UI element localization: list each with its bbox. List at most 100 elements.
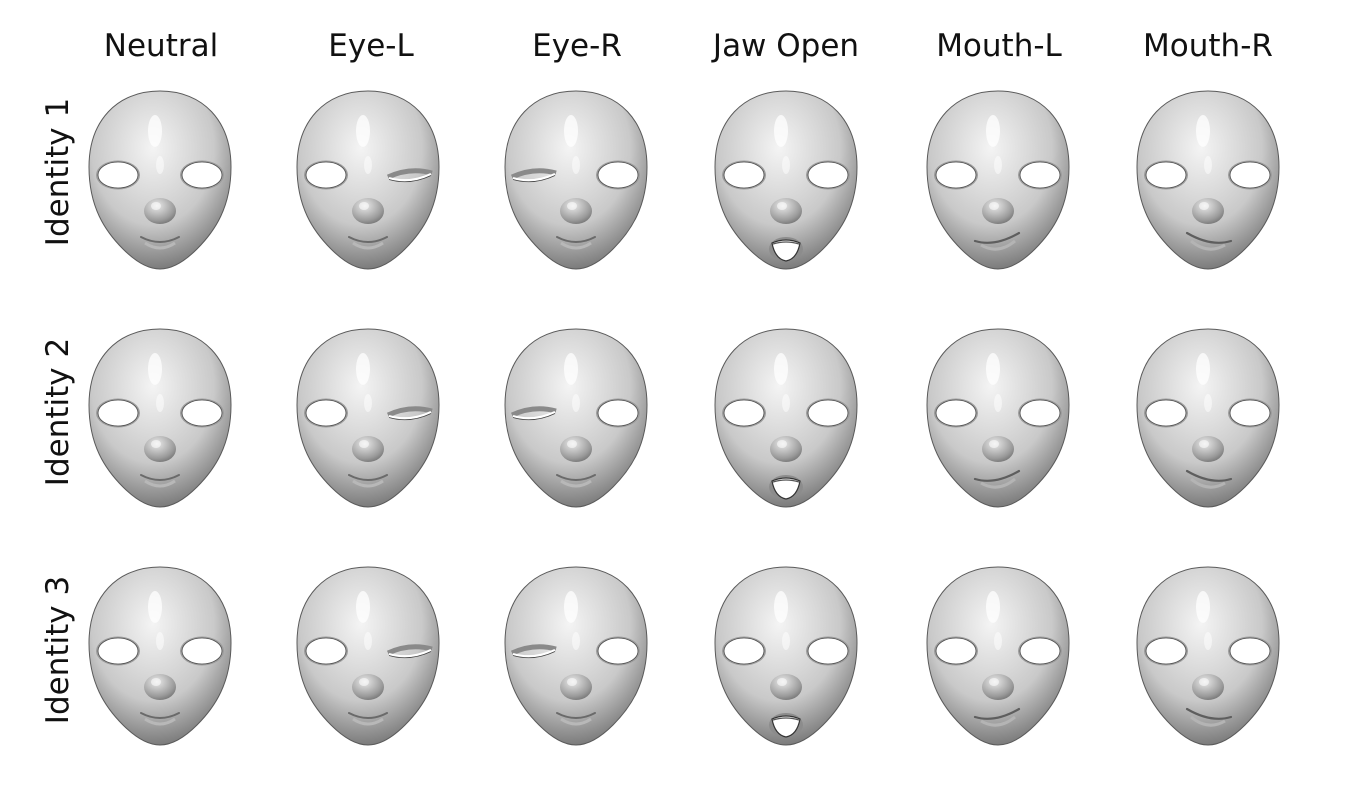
nose-shape xyxy=(982,674,1014,700)
mouth-shape xyxy=(771,715,801,738)
eye-opening xyxy=(935,161,977,189)
eye-closed xyxy=(512,411,556,420)
face-render-eye-r xyxy=(501,85,651,275)
face-head-shape xyxy=(926,328,1070,508)
face-render-neutral xyxy=(85,323,235,513)
eye-opening xyxy=(1145,161,1187,189)
face-render-mouth-r xyxy=(1133,85,1283,275)
face-render-svg xyxy=(926,328,1070,508)
column-header-neutral: Neutral xyxy=(103,28,219,64)
eye-opening xyxy=(723,637,765,665)
face-render-eye-r xyxy=(501,323,651,513)
nose-shape xyxy=(1192,198,1224,224)
eye-opening xyxy=(1229,637,1271,665)
face-head-shape xyxy=(926,90,1070,270)
nose-shape xyxy=(560,674,592,700)
face-head-shape xyxy=(1136,566,1280,746)
row-label-identity-2: Identity 2 xyxy=(40,337,76,487)
eye-opening xyxy=(723,161,765,189)
nose-shape xyxy=(144,674,176,700)
eye-closed xyxy=(512,649,556,658)
nose-shape xyxy=(144,198,176,224)
eye-opening xyxy=(1019,399,1061,427)
mouth-shape xyxy=(140,474,180,481)
eye-opening xyxy=(935,399,977,427)
mouth-shape xyxy=(771,477,801,500)
eye-opening xyxy=(597,399,639,427)
eye-opening xyxy=(807,399,849,427)
nose-shape xyxy=(1192,674,1224,700)
mouth-shape xyxy=(556,712,596,719)
face-render-eye-l xyxy=(293,561,443,751)
mouth-shape xyxy=(1185,469,1233,482)
nose-shape xyxy=(560,436,592,462)
face-head-shape xyxy=(926,566,1070,746)
mouth-shape xyxy=(973,231,1021,244)
face-render-mouth-l xyxy=(923,85,1073,275)
face-head-shape xyxy=(1136,328,1280,508)
face-render-eye-l xyxy=(293,85,443,275)
mouth-shape xyxy=(556,474,596,481)
face-render-svg xyxy=(1136,566,1280,746)
face-render-svg xyxy=(88,328,232,508)
mouth-shape xyxy=(140,236,180,243)
face-render-mouth-l xyxy=(923,323,1073,513)
face-head-shape xyxy=(504,90,648,270)
eye-opening xyxy=(1019,637,1061,665)
mouth-shape xyxy=(140,712,180,719)
eye-opening xyxy=(97,399,139,427)
column-header-mouth-r: Mouth-R xyxy=(1143,28,1273,64)
face-render-mouth-l xyxy=(923,561,1073,751)
column-header-eye-l: Eye-L xyxy=(328,28,414,64)
eye-opening xyxy=(305,161,347,189)
nose-shape xyxy=(144,436,176,462)
eye-closed xyxy=(388,649,432,658)
eye-opening xyxy=(597,637,639,665)
face-head-shape xyxy=(88,566,232,746)
face-render-eye-r xyxy=(501,561,651,751)
eye-opening xyxy=(597,161,639,189)
face-head-shape xyxy=(504,328,648,508)
face-render-neutral xyxy=(85,85,235,275)
mouth-shape xyxy=(973,469,1021,482)
face-render-svg xyxy=(714,566,858,746)
eye-opening xyxy=(1145,637,1187,665)
face-head-shape xyxy=(296,90,440,270)
row-label-identity-3: Identity 3 xyxy=(40,575,76,725)
eye-opening xyxy=(181,399,223,427)
face-render-svg xyxy=(296,328,440,508)
mouth-shape xyxy=(771,239,801,262)
face-head-shape xyxy=(714,90,858,270)
eye-opening xyxy=(305,637,347,665)
eye-opening xyxy=(97,161,139,189)
eye-opening xyxy=(305,399,347,427)
eye-opening xyxy=(1019,161,1061,189)
face-render-svg xyxy=(296,566,440,746)
nose-shape xyxy=(352,198,384,224)
nose-shape xyxy=(982,198,1014,224)
nose-shape xyxy=(770,436,802,462)
face-head-shape xyxy=(714,328,858,508)
mouth-shape xyxy=(348,712,388,719)
eye-opening xyxy=(723,399,765,427)
face-render-svg xyxy=(296,90,440,270)
mouth-shape xyxy=(1185,231,1233,244)
face-head-shape xyxy=(504,566,648,746)
face-render-jaw-open xyxy=(711,561,861,751)
face-head-shape xyxy=(88,328,232,508)
face-head-shape xyxy=(296,328,440,508)
eye-opening xyxy=(1229,161,1271,189)
face-render-svg xyxy=(926,90,1070,270)
face-head-shape xyxy=(1136,90,1280,270)
eye-opening xyxy=(181,161,223,189)
face-render-svg xyxy=(88,90,232,270)
face-render-eye-l xyxy=(293,323,443,513)
column-header-eye-r: Eye-R xyxy=(532,28,622,64)
face-render-jaw-open xyxy=(711,323,861,513)
nose-shape xyxy=(560,198,592,224)
mouth-shape xyxy=(348,236,388,243)
row-label-identity-1: Identity 1 xyxy=(40,97,76,247)
face-render-svg xyxy=(504,566,648,746)
mouth-shape xyxy=(556,236,596,243)
face-render-mouth-r xyxy=(1133,323,1283,513)
